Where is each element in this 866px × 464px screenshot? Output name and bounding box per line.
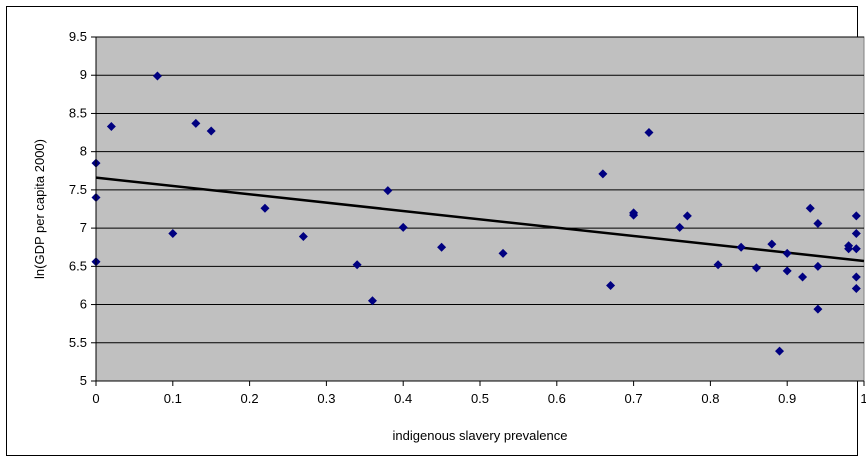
data-point — [106, 121, 116, 131]
y-axis-ticks: 5 5.5 6 6.5 7 7.5 8 8.5 9 9.5 — [69, 29, 97, 388]
data-point — [736, 242, 746, 252]
y-tick-label: 7.5 — [69, 182, 87, 197]
data-point — [437, 242, 447, 252]
data-point — [298, 232, 308, 242]
x-tick-label: 0.3 — [317, 391, 335, 406]
y-axis-title: ln(GDP per capita 2000) — [32, 139, 47, 279]
data-point — [851, 228, 861, 238]
data-points — [91, 71, 861, 356]
y-tick-label: 9 — [80, 67, 87, 82]
plot-area — [95, 36, 865, 382]
data-point — [813, 261, 823, 271]
x-tick-label: 0.6 — [548, 391, 566, 406]
data-point — [606, 280, 616, 290]
y-tick-label: 5 — [80, 373, 87, 388]
data-point — [775, 346, 785, 356]
data-point — [851, 284, 861, 294]
y-tick-label: 9.5 — [69, 29, 87, 44]
data-point — [844, 244, 854, 254]
trendline — [95, 176, 865, 263]
data-point — [206, 126, 216, 136]
y-tick-label: 6 — [80, 297, 87, 312]
gridlines — [96, 36, 864, 344]
data-point — [751, 263, 761, 273]
data-point — [168, 228, 178, 238]
y-tick-label: 6.5 — [69, 258, 87, 273]
data-point — [798, 272, 808, 282]
y-tick-label: 5.5 — [69, 335, 87, 350]
data-point — [813, 304, 823, 314]
x-tick-label: 0.5 — [471, 391, 489, 406]
y-tick-label: 7 — [80, 220, 87, 235]
trendline-layer — [95, 176, 865, 263]
y-tick-label: 8.5 — [69, 105, 87, 120]
data-point — [782, 266, 792, 276]
data-point — [383, 186, 393, 196]
data-point — [191, 118, 201, 128]
data-point — [498, 248, 508, 258]
x-axis-title: indigenous slavery prevalence — [393, 428, 568, 443]
data-point — [767, 239, 777, 249]
data-point — [367, 296, 377, 306]
data-point — [813, 219, 823, 229]
x-tick-label: 0.2 — [241, 391, 259, 406]
data-point — [851, 244, 861, 254]
data-point — [675, 222, 685, 232]
data-point — [152, 71, 162, 81]
y-tick-label: 8 — [80, 144, 87, 159]
data-point — [644, 128, 654, 138]
x-tick-label: 0.9 — [778, 391, 796, 406]
x-tick-label: 1 — [860, 391, 866, 406]
data-point — [682, 211, 692, 221]
data-point — [805, 203, 815, 213]
data-point — [851, 272, 861, 282]
x-axis-ticks: 0 0.1 0.2 0.3 0.4 0.5 0.6 0.7 0.8 0.9 1 — [92, 380, 866, 406]
data-point — [851, 211, 861, 221]
x-tick-label: 0 — [92, 391, 99, 406]
data-point — [782, 248, 792, 258]
data-point — [352, 260, 362, 270]
plot-background — [95, 36, 865, 382]
data-point — [713, 260, 723, 270]
x-tick-label: 0.4 — [394, 391, 412, 406]
data-point — [629, 210, 639, 220]
data-point — [398, 222, 408, 232]
x-tick-label: 0.7 — [625, 391, 643, 406]
data-point — [260, 203, 270, 213]
data-point — [598, 169, 608, 179]
x-tick-label: 0.1 — [164, 391, 182, 406]
x-tick-label: 0.8 — [701, 391, 719, 406]
